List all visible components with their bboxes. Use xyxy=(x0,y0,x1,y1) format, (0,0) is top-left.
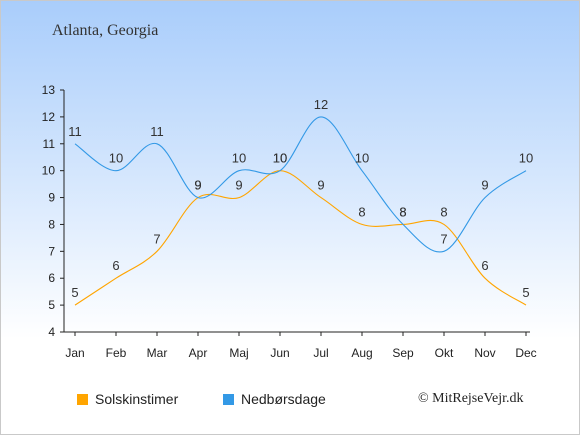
series-line-rain-days xyxy=(74,116,527,253)
y-tick-label: 9 xyxy=(48,191,55,205)
legend-item-rain-days: Nedbørsdage xyxy=(223,391,326,407)
x-tick-label: Okt xyxy=(435,346,454,360)
data-label-sunshine: 9 xyxy=(317,178,324,193)
data-label-rain-days: 12 xyxy=(314,97,328,112)
data-label-rain-days: 10 xyxy=(519,151,533,166)
x-tick-label: Maj xyxy=(229,346,248,360)
legend-item-sunshine: Solskinstimer xyxy=(77,391,178,407)
y-tick-label: 12 xyxy=(42,110,56,124)
credit-text: © MitRejseVejr.dk xyxy=(418,391,524,406)
data-label-sunshine: 8 xyxy=(440,204,447,219)
legend-swatch-rain-days xyxy=(223,393,234,405)
data-label-rain-days: 10 xyxy=(273,151,287,166)
series-line-sunshine xyxy=(74,170,527,306)
data-label-rain-days: 11 xyxy=(150,124,164,139)
y-tick-label: 8 xyxy=(48,217,55,231)
data-label-rain-days: 9 xyxy=(194,178,201,193)
y-tick-label: 4 xyxy=(48,325,55,339)
x-tick-label: Dec xyxy=(515,346,536,360)
data-label-sunshine: 5 xyxy=(522,285,529,300)
data-label-rain-days: 8 xyxy=(399,204,406,219)
x-tick-label: Jan xyxy=(65,346,84,360)
chart-title: Atlanta, Georgia xyxy=(52,22,159,39)
y-tick-label: 10 xyxy=(42,164,56,178)
x-tick-label: Mar xyxy=(147,346,168,360)
legend-swatch-sunshine xyxy=(77,393,88,405)
data-label-rain-days: 9 xyxy=(481,178,488,193)
x-tick-label: Apr xyxy=(189,346,208,360)
x-tick-label: Feb xyxy=(106,346,127,360)
data-label-sunshine: 10 xyxy=(273,151,287,166)
y-tick-label: 5 xyxy=(48,298,55,312)
data-label-sunshine: 9 xyxy=(235,178,242,193)
data-label-sunshine: 5 xyxy=(71,285,78,300)
data-label-sunshine: 9 xyxy=(194,178,201,193)
data-label-sunshine: 7 xyxy=(153,231,160,246)
data-label-rain-days: 10 xyxy=(109,151,123,166)
data-label-sunshine: 8 xyxy=(358,204,365,219)
y-tick-label: 7 xyxy=(48,244,55,258)
data-label-sunshine: 8 xyxy=(399,204,406,219)
y-tick-label: 11 xyxy=(43,137,56,151)
legend-label-sunshine: Solskinstimer xyxy=(95,391,179,407)
data-label-sunshine: 6 xyxy=(481,258,488,273)
data-label-rain-days: 7 xyxy=(440,231,447,246)
x-tick-label: Aug xyxy=(351,346,372,360)
data-label-sunshine: 6 xyxy=(112,258,119,273)
y-tick-label: 13 xyxy=(42,83,56,97)
x-tick-label: Jul xyxy=(313,346,328,360)
x-tick-label: Sep xyxy=(392,346,414,360)
x-tick-label: Jun xyxy=(270,346,289,360)
data-label-rain-days: 10 xyxy=(232,151,246,166)
data-label-rain-days: 10 xyxy=(355,151,369,166)
legend-label-rain-days: Nedbørsdage xyxy=(241,391,326,407)
y-tick-label: 6 xyxy=(48,271,55,285)
x-tick-label: Nov xyxy=(474,346,495,360)
data-label-rain-days: 11 xyxy=(68,124,82,139)
